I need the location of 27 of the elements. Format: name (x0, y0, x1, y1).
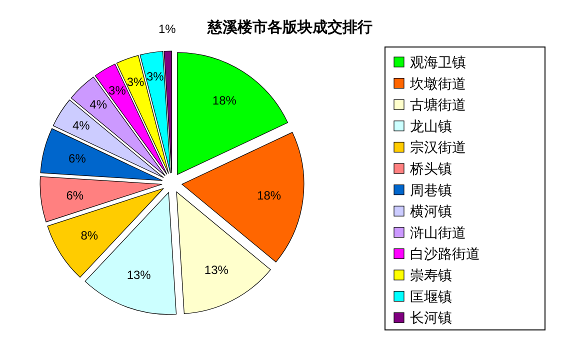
legend-label: 宗汉街道 (410, 139, 466, 156)
legend-label: 桥头镇 (409, 160, 452, 176)
legend-label: 龙山镇 (410, 118, 452, 134)
legend-label: 崇寿镇 (410, 267, 452, 283)
data-label: 3% (108, 83, 126, 98)
legend-label: 横河镇 (410, 203, 452, 220)
data-label: 13% (126, 268, 152, 282)
data-label: 8% (80, 228, 98, 242)
data-label: 3% (146, 70, 164, 84)
chart-title: 慈溪楼市各版块成交排行 (206, 18, 372, 36)
legend-label: 长河镇 (410, 310, 452, 326)
data-label: 4% (72, 118, 90, 132)
data-label: 6% (66, 188, 84, 202)
legend-label: 白沙路街道 (410, 246, 480, 262)
legend-label: 周巷镇 (410, 182, 452, 198)
data-label: 18% (257, 188, 282, 202)
data-label: 4% (90, 98, 108, 112)
data-label: 13% (204, 263, 229, 278)
data-label: 6% (68, 152, 86, 166)
data-label: 1% (158, 22, 176, 36)
legend-label: 观海卫镇 (410, 54, 466, 70)
legend-label: 古塘街道 (410, 96, 466, 113)
legend-label: 坎墩街道 (409, 75, 466, 92)
legend-label: 浒山街道 (410, 224, 466, 240)
legend-label: 匡堰镇 (410, 288, 452, 304)
data-label: 3% (126, 74, 145, 89)
data-label: 18% (212, 93, 237, 108)
